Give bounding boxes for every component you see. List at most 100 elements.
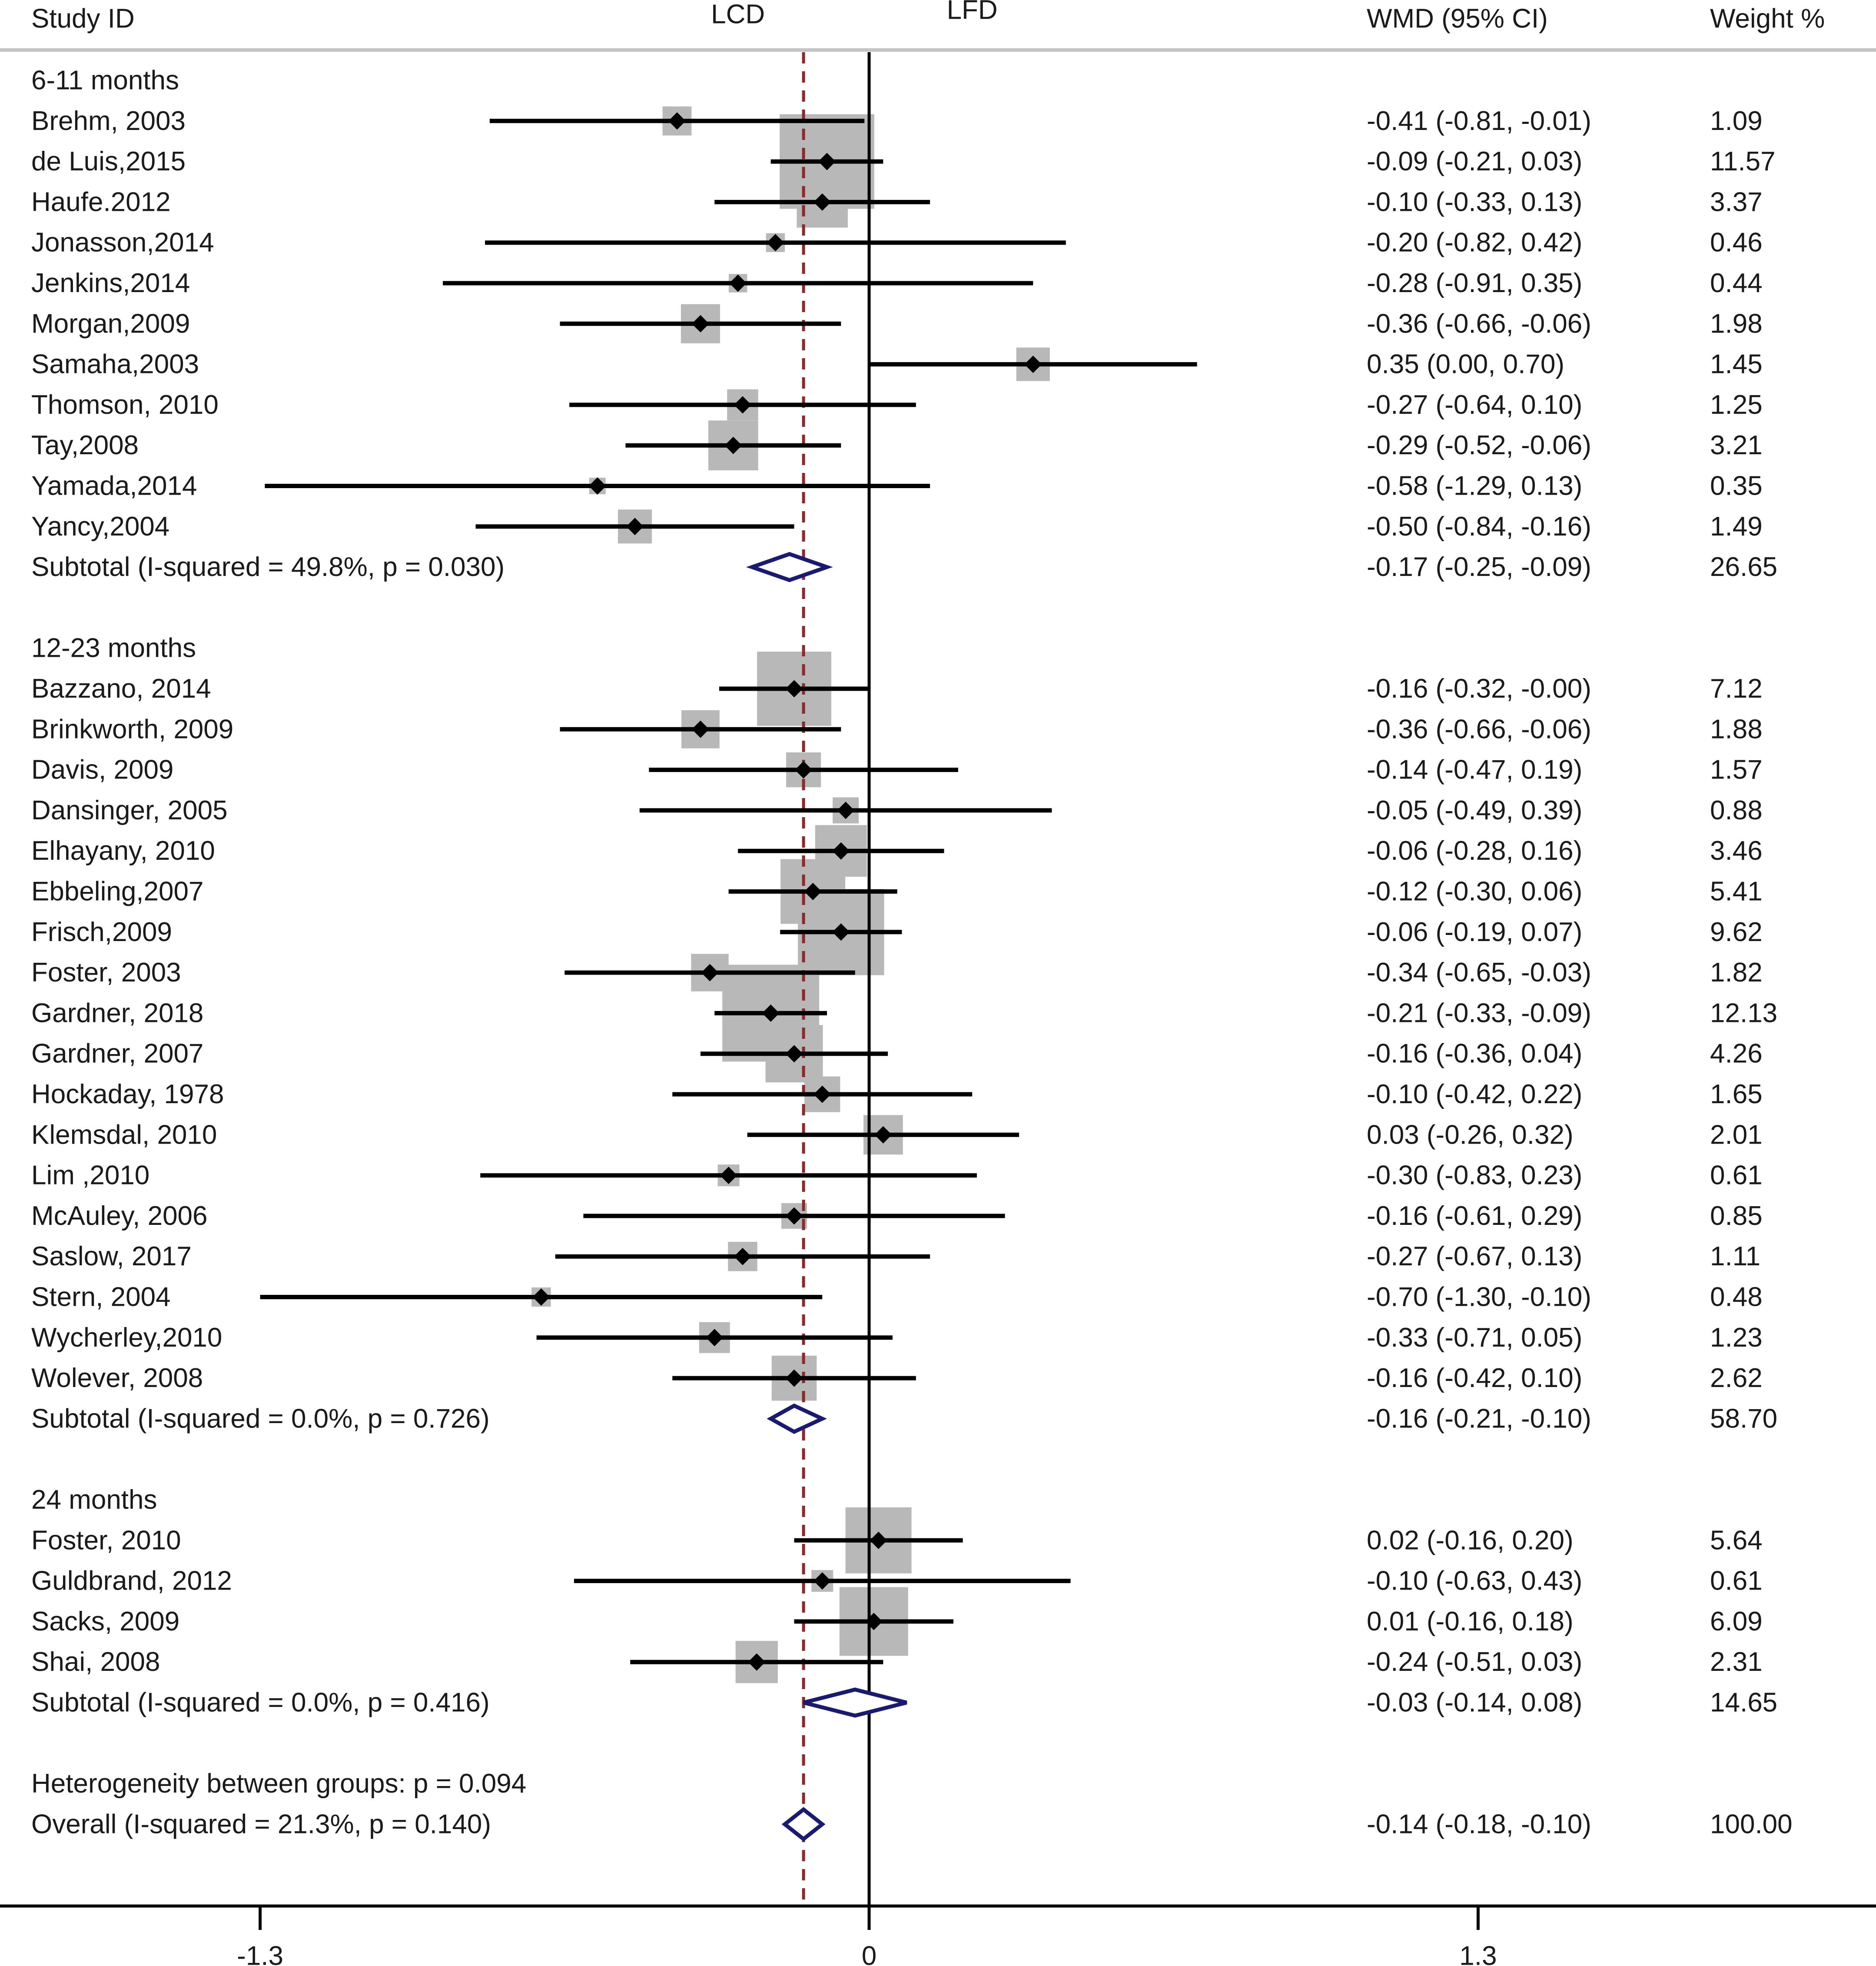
- study-weight: 1.57: [1710, 755, 1763, 785]
- x-tick-label: 0: [862, 1941, 877, 1966]
- study-wmd-ci: -0.27 (-0.64, 0.10): [1367, 390, 1582, 420]
- study-wmd-ci: 0.02 (-0.16, 0.20): [1367, 1525, 1574, 1555]
- study-wmd-ci: -0.06 (-0.28, 0.16): [1367, 836, 1582, 866]
- header-lfd: LFD: [947, 0, 998, 25]
- study-wmd-ci: -0.16 (-0.36, 0.04): [1367, 1039, 1582, 1069]
- study-weight: 3.46: [1710, 836, 1763, 866]
- study-name: Yancy,2004: [31, 512, 169, 542]
- study-weight: 1.82: [1710, 958, 1763, 988]
- point-estimate: [818, 153, 836, 170]
- study-name: Thomson, 2010: [31, 390, 219, 420]
- study-weight: 0.88: [1710, 795, 1763, 825]
- point-estimate: [720, 1167, 737, 1184]
- study-name: de Luis,2015: [31, 146, 186, 176]
- overall-wmd-ci: -0.14 (-0.18, -0.10): [1367, 1809, 1591, 1839]
- study-weight: 1.45: [1710, 349, 1763, 379]
- group-label: 6-11 months: [31, 66, 179, 96]
- header-lcd: LCD: [711, 0, 765, 30]
- point-estimate: [724, 436, 742, 454]
- study-weight: 12.13: [1710, 998, 1777, 1028]
- study-weight: 0.61: [1710, 1566, 1763, 1596]
- point-estimate: [668, 112, 686, 130]
- study-weight: 1.49: [1710, 512, 1763, 542]
- study-name: Foster, 2010: [31, 1525, 181, 1555]
- subtotal-diamond: [803, 1687, 907, 1718]
- study-wmd-ci: 0.03 (-0.26, 0.32): [1367, 1120, 1574, 1150]
- study-name: Ebbeling,2007: [31, 877, 203, 907]
- point-estimate: [762, 1004, 780, 1022]
- study-name: Foster, 2003: [31, 958, 181, 988]
- point-estimate: [813, 193, 831, 211]
- point-estimate: [785, 1045, 803, 1063]
- point-estimate: [748, 1653, 766, 1671]
- point-estimate: [691, 315, 709, 333]
- study-wmd-ci: -0.20 (-0.82, 0.42): [1367, 228, 1582, 258]
- study-weight: 0.48: [1710, 1282, 1763, 1312]
- study-weight: 9.62: [1710, 917, 1763, 947]
- point-estimate: [701, 964, 719, 981]
- study-name: Brinkworth, 2009: [31, 714, 233, 744]
- study-name: Jonasson,2014: [31, 228, 214, 258]
- study-name: Saslow, 2017: [31, 1241, 192, 1271]
- study-name: Hockaday, 1978: [31, 1079, 224, 1109]
- subtotal-label: Subtotal (I-squared = 0.0%, p = 0.726): [31, 1404, 490, 1434]
- study-name: Davis, 2009: [31, 755, 173, 785]
- point-estimate: [734, 1247, 751, 1265]
- point-estimate: [865, 1613, 883, 1630]
- study-name: Tay,2008: [31, 430, 139, 460]
- study-weight: 0.61: [1710, 1161, 1763, 1191]
- weight-boxes-layer: [531, 106, 1050, 1683]
- point-estimate: [1024, 356, 1042, 373]
- study-wmd-ci: -0.10 (-0.33, 0.13): [1367, 187, 1582, 217]
- study-wmd-ci: -0.09 (-0.21, 0.03): [1367, 146, 1582, 176]
- study-name: Lim ,2010: [31, 1161, 149, 1191]
- study-weight: 1.65: [1710, 1079, 1763, 1109]
- study-wmd-ci: -0.36 (-0.66, -0.06): [1367, 714, 1591, 744]
- study-wmd-ci: -0.30 (-0.83, 0.23): [1367, 1161, 1582, 1191]
- point-estimate: [832, 842, 850, 860]
- study-weight: 3.21: [1710, 430, 1763, 460]
- group-label: 12-23 months: [31, 633, 196, 663]
- study-wmd-ci: -0.16 (-0.42, 0.10): [1367, 1363, 1582, 1393]
- subtotal-weight: 14.65: [1710, 1688, 1777, 1718]
- study-wmd-ci: -0.50 (-0.84, -0.16): [1367, 512, 1591, 542]
- study-name: Bazzano, 2014: [31, 674, 211, 704]
- subtotal-wmd-ci: -0.17 (-0.25, -0.09): [1367, 552, 1591, 582]
- study-weight: 1.09: [1710, 106, 1763, 136]
- study-wmd-ci: -0.27 (-0.67, 0.13): [1367, 1241, 1582, 1271]
- point-estimate: [532, 1288, 550, 1306]
- study-weight: 1.23: [1710, 1323, 1763, 1353]
- point-estimate: [785, 680, 803, 698]
- point-estimate: [706, 1329, 724, 1347]
- overall-weight: 100.00: [1710, 1809, 1793, 1839]
- study-weight: 1.25: [1710, 390, 1763, 420]
- point-estimate: [626, 518, 644, 536]
- overall-diamond: [781, 1807, 826, 1842]
- x-tick-label: -1.3: [237, 1941, 283, 1966]
- header-weight: Weight %: [1710, 4, 1825, 34]
- group-label: 24 months: [31, 1485, 157, 1515]
- point-estimate: [691, 720, 709, 738]
- study-wmd-ci: -0.14 (-0.47, 0.19): [1367, 755, 1582, 785]
- subtotal-wmd-ci: -0.16 (-0.21, -0.10): [1367, 1404, 1591, 1434]
- point-estimate: [734, 396, 751, 414]
- study-name: Dansinger, 2005: [31, 795, 228, 825]
- study-weight: 0.35: [1710, 471, 1763, 501]
- study-weight: 11.57: [1710, 146, 1776, 176]
- point-estimate: [870, 1531, 887, 1549]
- study-name: Klemsdal, 2010: [31, 1120, 217, 1150]
- study-name: Brehm, 2003: [31, 106, 186, 136]
- heterogeneity-label: Heterogeneity between groups: p = 0.094: [31, 1769, 526, 1799]
- point-estimate: [729, 274, 747, 292]
- study-weight: 0.46: [1710, 228, 1763, 258]
- point-estimate: [837, 802, 855, 819]
- study-weight: 1.98: [1710, 309, 1763, 339]
- subtotal-label: Subtotal (I-squared = 49.8%, p = 0.030): [31, 552, 505, 582]
- subtotal-wmd-ci: -0.03 (-0.14, 0.08): [1367, 1688, 1582, 1718]
- study-wmd-ci: -0.16 (-0.61, 0.29): [1367, 1201, 1582, 1231]
- x-tick-label: 1.3: [1459, 1941, 1497, 1966]
- subtotal-label: Subtotal (I-squared = 0.0%, p = 0.416): [31, 1688, 490, 1718]
- study-name: Jenkins,2014: [31, 268, 190, 298]
- study-weight: 3.37: [1710, 187, 1763, 217]
- study-wmd-ci: -0.21 (-0.33, -0.09): [1367, 998, 1591, 1028]
